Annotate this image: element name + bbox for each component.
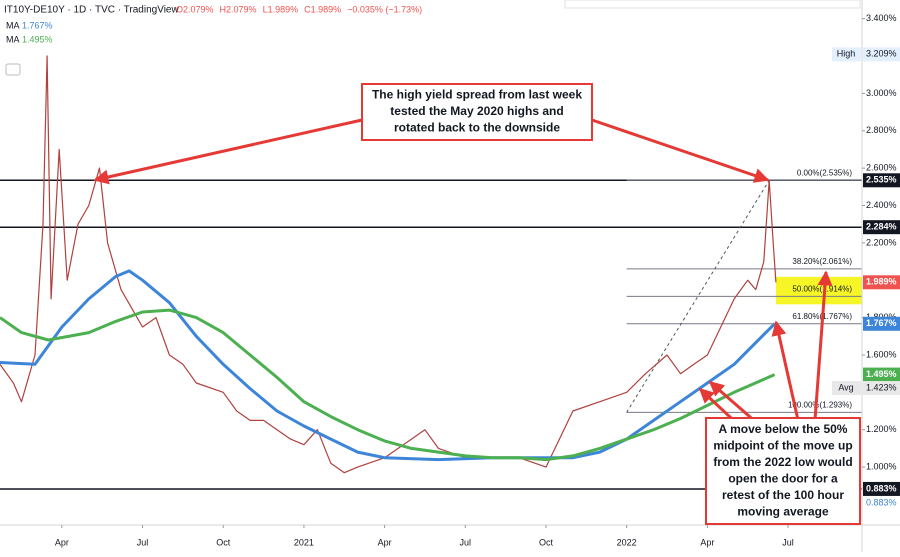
x-tick-label: Oct (539, 537, 554, 547)
price-tag-caption-bg (832, 47, 861, 62)
price-tag (863, 220, 900, 235)
y-tick-label: 1.200% (866, 424, 897, 434)
price-tag-label: 0.883% (866, 497, 897, 507)
legend-value: 1.767% (22, 20, 53, 30)
price-tag-caption: Avg (838, 382, 853, 392)
price-tag-label: 3.209% (866, 49, 897, 59)
arrow (813, 270, 833, 421)
symbol: IT10Y-DE10Y · 1D · TVC · TradingView (4, 5, 179, 16)
annotation-arrows (93, 118, 833, 447)
price-tag (863, 275, 900, 290)
x-tick-label: 2021 (294, 537, 314, 547)
legend-value: 1.495% (22, 34, 53, 44)
price-tag (863, 47, 900, 62)
ohlc-value: −0.035% (−1.73%) (347, 4, 422, 14)
price-tag (863, 481, 900, 496)
moving-average (0, 308, 776, 462)
y-tick-label: 3.000% (866, 88, 897, 98)
x-tick-label: Jul (782, 537, 794, 547)
price-tag-caption-bg (832, 381, 861, 396)
annotation-line: moving average (737, 504, 829, 518)
annotation-line: retest of the 100 hour (722, 488, 844, 502)
price-tag-label: 1.495% (866, 369, 897, 379)
annotation: The high yield spread from last week test… (361, 83, 593, 141)
price-tag-label: 2.284% (866, 222, 897, 232)
price-tag-label: 0.883% (866, 483, 897, 493)
arrow (771, 320, 800, 421)
annotation-line: A move below the 50% (719, 422, 848, 436)
y-tick-label: 2.400% (866, 200, 897, 210)
price-tag-label: 1.423% (866, 382, 897, 392)
fib-label: 100.00%(1.293%) (788, 400, 852, 409)
price-line (0, 55, 777, 474)
y-tick-label: 1.000% (866, 461, 897, 471)
arrow (93, 118, 363, 185)
fib-label: 0.00%(2.535%) (797, 168, 852, 177)
x-tick-label: Jul (460, 537, 472, 547)
y-tick-label: 3.400% (866, 13, 897, 23)
ohlc: O2.079% H2.079% L1.989% C1.989% −0.035% (−1.… (176, 4, 422, 14)
popup-edge (564, 0, 861, 9)
moving-average (0, 269, 776, 462)
price-tag-label: 2.535% (866, 175, 897, 185)
annotation-line: midpoint of the move up (713, 438, 852, 452)
y-tick-label: 1.600% (866, 349, 897, 359)
price-tag (863, 367, 900, 382)
annotation-line: open the door for a (728, 471, 838, 485)
annotation-box (705, 417, 861, 525)
collapse-button[interactable] (5, 63, 21, 76)
y-tick-label: 2.600% (866, 163, 897, 173)
x-tick-label: Apr (378, 537, 392, 547)
price-tag (863, 316, 900, 331)
ohlc-value: H2.079% (220, 4, 257, 14)
annotation: A move below the 50% midpoint of the move… (705, 417, 861, 525)
y-tick-label: 2.200% (866, 237, 897, 247)
x-tick-label: Apr (55, 537, 69, 547)
fib-label: 38.20%(2.061%) (792, 257, 852, 266)
x-tick-label: Jul (137, 537, 149, 547)
annotation-box (361, 83, 593, 141)
ohlc-value: L1.989% (263, 4, 299, 14)
annotation-line: from the 2022 low would (713, 455, 852, 469)
price-tag-label: 1.767% (866, 318, 897, 328)
annotation-line: The high yield spread from last week (372, 88, 582, 102)
y-tick-label: 2.800% (866, 125, 897, 135)
annotation-line: rotated back to the downside (394, 121, 560, 135)
fib-label: 50.00%(1.914%) (792, 284, 852, 293)
x-tick-label: Oct (216, 537, 231, 547)
legend-label: MA (6, 20, 20, 30)
ohlc-value: C1.989% (304, 4, 341, 14)
ohlc-value: O2.079% (176, 4, 214, 14)
price-tag (863, 381, 900, 396)
legend-label: MA (6, 34, 20, 44)
annotation-line: tested the May 2020 highs and (390, 104, 563, 118)
x-tick-label: Apr (700, 537, 714, 547)
price-tag-label: 1.989% (866, 277, 897, 287)
price-tag-caption: High (837, 49, 856, 59)
arrow (591, 118, 770, 183)
x-tick-label: 2022 (617, 537, 637, 547)
legend: MA 1.767%MA 1.495% (6, 20, 53, 44)
price-tag (863, 173, 900, 188)
